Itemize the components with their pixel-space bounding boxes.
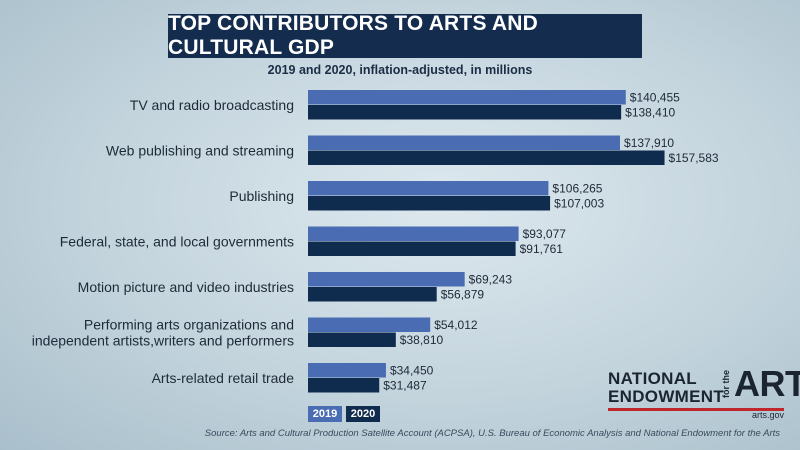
- data-label-2020: $107,003: [554, 197, 604, 211]
- legend-2020: 2020: [346, 406, 380, 422]
- category-label: independent artists,writers and performe…: [32, 332, 294, 348]
- data-label-2020: $138,410: [625, 106, 675, 120]
- data-label-2020: $157,583: [669, 151, 719, 165]
- bar-2019: [308, 272, 465, 287]
- chart-title: TOP CONTRIBUTORS TO ARTS AND CULTURAL GD…: [168, 12, 642, 59]
- logo-rule: [608, 408, 784, 411]
- logo-national: NATIONAL: [608, 369, 697, 388]
- category-label: Federal, state, and local governments: [60, 233, 294, 249]
- bar-2020: [308, 287, 437, 302]
- data-label-2019: $140,455: [630, 91, 680, 105]
- nea-logo: NATIONAL ENDOWMENT for the ARTS arts.gov: [608, 366, 800, 420]
- data-label-2019: $54,012: [434, 318, 478, 332]
- bar-2019: [308, 363, 386, 378]
- data-label-2019: $69,243: [469, 273, 513, 287]
- bar-2019: [308, 317, 431, 332]
- chart-subtitle: 2019 and 2020, inflation-adjusted, in mi…: [267, 63, 533, 77]
- category-label: Motion picture and video industries: [78, 279, 294, 295]
- source-note: Source: Arts and Cultural Production Sat…: [204, 428, 780, 439]
- category-label: Publishing: [229, 188, 294, 204]
- category-label: TV and radio broadcasting: [130, 97, 294, 113]
- data-label-2019: $106,265: [552, 182, 602, 196]
- data-label-2019: $137,910: [624, 136, 674, 150]
- data-label-2020: $56,879: [441, 288, 485, 302]
- data-label-2020: $91,761: [520, 242, 564, 256]
- legend-2019: 2019: [308, 406, 342, 422]
- category-label: Arts-related retail trade: [152, 370, 295, 386]
- data-label-2019: $93,077: [523, 227, 567, 241]
- bar-2020: [308, 241, 516, 256]
- bar-2020: [308, 105, 622, 120]
- bar-2019: [308, 226, 519, 241]
- category-label: Performing arts organizations and: [84, 316, 294, 332]
- logo-endowment: ENDOWMENT: [608, 387, 725, 406]
- data-label-2019: $34,450: [390, 364, 434, 378]
- data-label-2020: $31,487: [383, 379, 427, 393]
- bar-2020: [308, 196, 551, 211]
- logo-arts: ARTS: [734, 363, 800, 404]
- bar-2019: [308, 135, 621, 150]
- logo-url: arts.gov: [751, 410, 784, 420]
- bar-2019: [308, 181, 549, 196]
- data-label-2020: $38,810: [400, 333, 444, 347]
- bar-2020: [308, 150, 665, 165]
- bar-2019: [308, 90, 626, 105]
- bar-2020: [308, 378, 380, 393]
- logo-for-the: for the: [721, 370, 731, 398]
- category-label: Web publishing and streaming: [106, 142, 294, 158]
- bar-2020: [308, 332, 396, 347]
